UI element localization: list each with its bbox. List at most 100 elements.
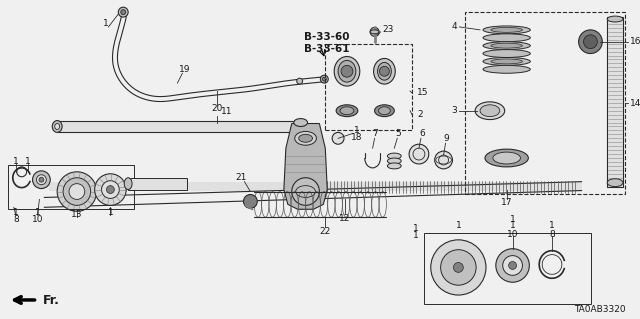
Ellipse shape	[491, 43, 522, 48]
Ellipse shape	[483, 26, 531, 34]
Text: 1: 1	[35, 208, 40, 217]
Circle shape	[33, 171, 51, 189]
Text: 1: 1	[413, 231, 419, 241]
Circle shape	[106, 186, 115, 194]
Ellipse shape	[336, 105, 358, 117]
Ellipse shape	[378, 107, 390, 115]
Ellipse shape	[607, 16, 623, 22]
Bar	[424, 233, 591, 304]
Text: 14: 14	[630, 99, 640, 108]
Ellipse shape	[374, 105, 394, 117]
Text: 15: 15	[417, 88, 428, 98]
Circle shape	[503, 256, 522, 275]
Circle shape	[297, 78, 303, 84]
Circle shape	[69, 184, 84, 199]
Circle shape	[440, 250, 476, 285]
Ellipse shape	[299, 134, 312, 142]
Text: 5: 5	[396, 129, 401, 138]
Text: 1: 1	[509, 215, 515, 224]
Text: 17: 17	[501, 198, 513, 207]
Ellipse shape	[491, 59, 522, 64]
Ellipse shape	[52, 121, 62, 132]
Bar	[57, 121, 301, 132]
Ellipse shape	[387, 163, 401, 169]
Text: 10: 10	[32, 215, 44, 224]
Text: 10: 10	[507, 230, 518, 239]
Circle shape	[380, 66, 389, 76]
Circle shape	[39, 177, 44, 182]
Circle shape	[584, 35, 597, 48]
Circle shape	[321, 75, 328, 83]
Ellipse shape	[483, 42, 531, 49]
Text: 4: 4	[452, 22, 458, 31]
Circle shape	[63, 178, 91, 205]
Ellipse shape	[334, 56, 360, 86]
Text: 22: 22	[319, 227, 331, 236]
Text: 11: 11	[221, 107, 232, 116]
Circle shape	[341, 65, 353, 77]
Ellipse shape	[483, 65, 531, 73]
Text: B-33-61: B-33-61	[303, 44, 349, 54]
Circle shape	[453, 263, 463, 272]
Ellipse shape	[483, 57, 531, 65]
Text: 21: 21	[236, 173, 247, 182]
Circle shape	[509, 262, 516, 270]
Text: 23: 23	[383, 26, 394, 34]
Text: 13: 13	[71, 210, 83, 219]
Ellipse shape	[480, 105, 500, 117]
Ellipse shape	[294, 119, 308, 126]
Text: 9: 9	[444, 134, 449, 143]
Ellipse shape	[370, 30, 379, 34]
Ellipse shape	[493, 152, 520, 164]
Text: 12: 12	[339, 214, 351, 223]
Ellipse shape	[607, 179, 623, 187]
Ellipse shape	[378, 63, 391, 80]
Text: Fr.: Fr.	[42, 294, 60, 308]
Text: 18: 18	[351, 133, 363, 142]
Bar	[465, 12, 625, 195]
Circle shape	[102, 181, 119, 198]
Bar	[325, 44, 412, 130]
Ellipse shape	[374, 58, 396, 84]
Ellipse shape	[483, 49, 531, 57]
Ellipse shape	[483, 34, 531, 42]
Ellipse shape	[485, 149, 529, 167]
Bar	[607, 17, 623, 187]
Text: 1: 1	[354, 126, 360, 135]
Text: 20: 20	[211, 104, 223, 113]
Text: 6: 6	[419, 129, 425, 138]
Circle shape	[579, 30, 602, 54]
Circle shape	[57, 172, 97, 211]
Text: 1: 1	[25, 158, 31, 167]
Circle shape	[431, 240, 486, 295]
Ellipse shape	[340, 107, 354, 115]
Circle shape	[118, 7, 128, 17]
Ellipse shape	[295, 131, 316, 145]
Polygon shape	[284, 123, 327, 209]
Text: B-33-60: B-33-60	[303, 32, 349, 42]
Ellipse shape	[124, 178, 132, 189]
Text: 19: 19	[179, 65, 190, 74]
Text: 1: 1	[108, 208, 113, 217]
Ellipse shape	[475, 102, 505, 120]
Circle shape	[36, 175, 46, 185]
Text: 1: 1	[102, 19, 108, 28]
Bar	[49, 182, 582, 190]
Ellipse shape	[338, 60, 356, 82]
Circle shape	[292, 178, 319, 205]
Ellipse shape	[54, 123, 60, 130]
Text: 2: 2	[417, 110, 422, 119]
Text: 3: 3	[452, 106, 458, 115]
Ellipse shape	[387, 153, 401, 159]
Text: 1: 1	[549, 220, 555, 230]
Bar	[128, 178, 188, 189]
Circle shape	[121, 10, 125, 15]
Ellipse shape	[387, 158, 401, 164]
Text: 8: 8	[549, 230, 555, 239]
Text: 1: 1	[13, 208, 19, 217]
Text: 1: 1	[413, 224, 419, 233]
Text: 7: 7	[372, 129, 378, 138]
Text: 1: 1	[456, 220, 461, 230]
Circle shape	[323, 77, 326, 81]
Ellipse shape	[491, 27, 522, 32]
